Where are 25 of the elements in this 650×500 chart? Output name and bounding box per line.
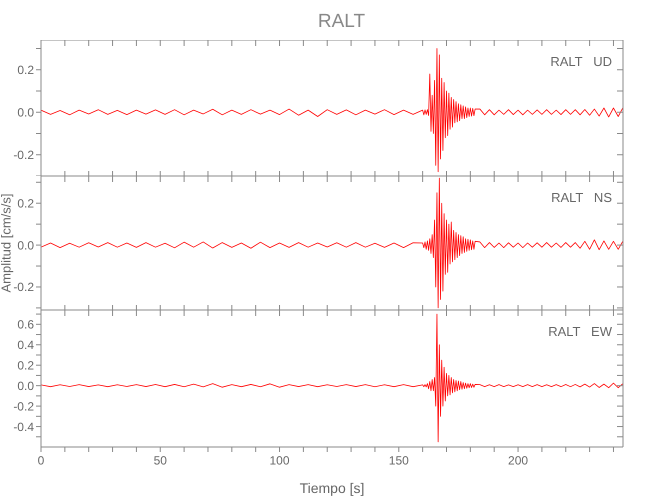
x-tick-label: 100 <box>270 454 290 468</box>
y-tick-label: 0.2 <box>17 196 34 210</box>
y-tick-label: 0.6 <box>17 318 34 332</box>
y-tick-label: 0.2 <box>17 358 34 372</box>
line-series <box>41 314 623 442</box>
annotation: RALT EW <box>548 324 612 339</box>
y-tick-label: 0.4 <box>17 338 34 352</box>
y-tick-label: 0.0 <box>17 106 34 120</box>
annotation: RALT UD <box>550 54 612 69</box>
x-tick-label: 200 <box>508 454 528 468</box>
y-tick-label: 0.0 <box>17 238 34 252</box>
y-tick-label: -0.4 <box>13 420 34 434</box>
x-tick-label: 50 <box>154 454 168 468</box>
y-axis-title: Amplitud [cm/s/s] <box>0 193 14 292</box>
y-tick-label: 0.0 <box>17 378 34 393</box>
y-tick-label: -0.2 <box>13 280 34 294</box>
x-tick-label: 150 <box>388 454 410 468</box>
y-tick-label: -0.2 <box>13 148 34 162</box>
x-tick-label: 0 <box>38 454 45 468</box>
y-tick-label: 0.2 <box>17 63 34 78</box>
line-series <box>41 48 623 172</box>
x-axis-title: Tiempo [s] <box>300 480 364 496</box>
annotation: RALT NS <box>551 190 612 205</box>
chart-title: RALT <box>316 10 366 34</box>
y-tick-label: -0.2 <box>13 399 34 414</box>
